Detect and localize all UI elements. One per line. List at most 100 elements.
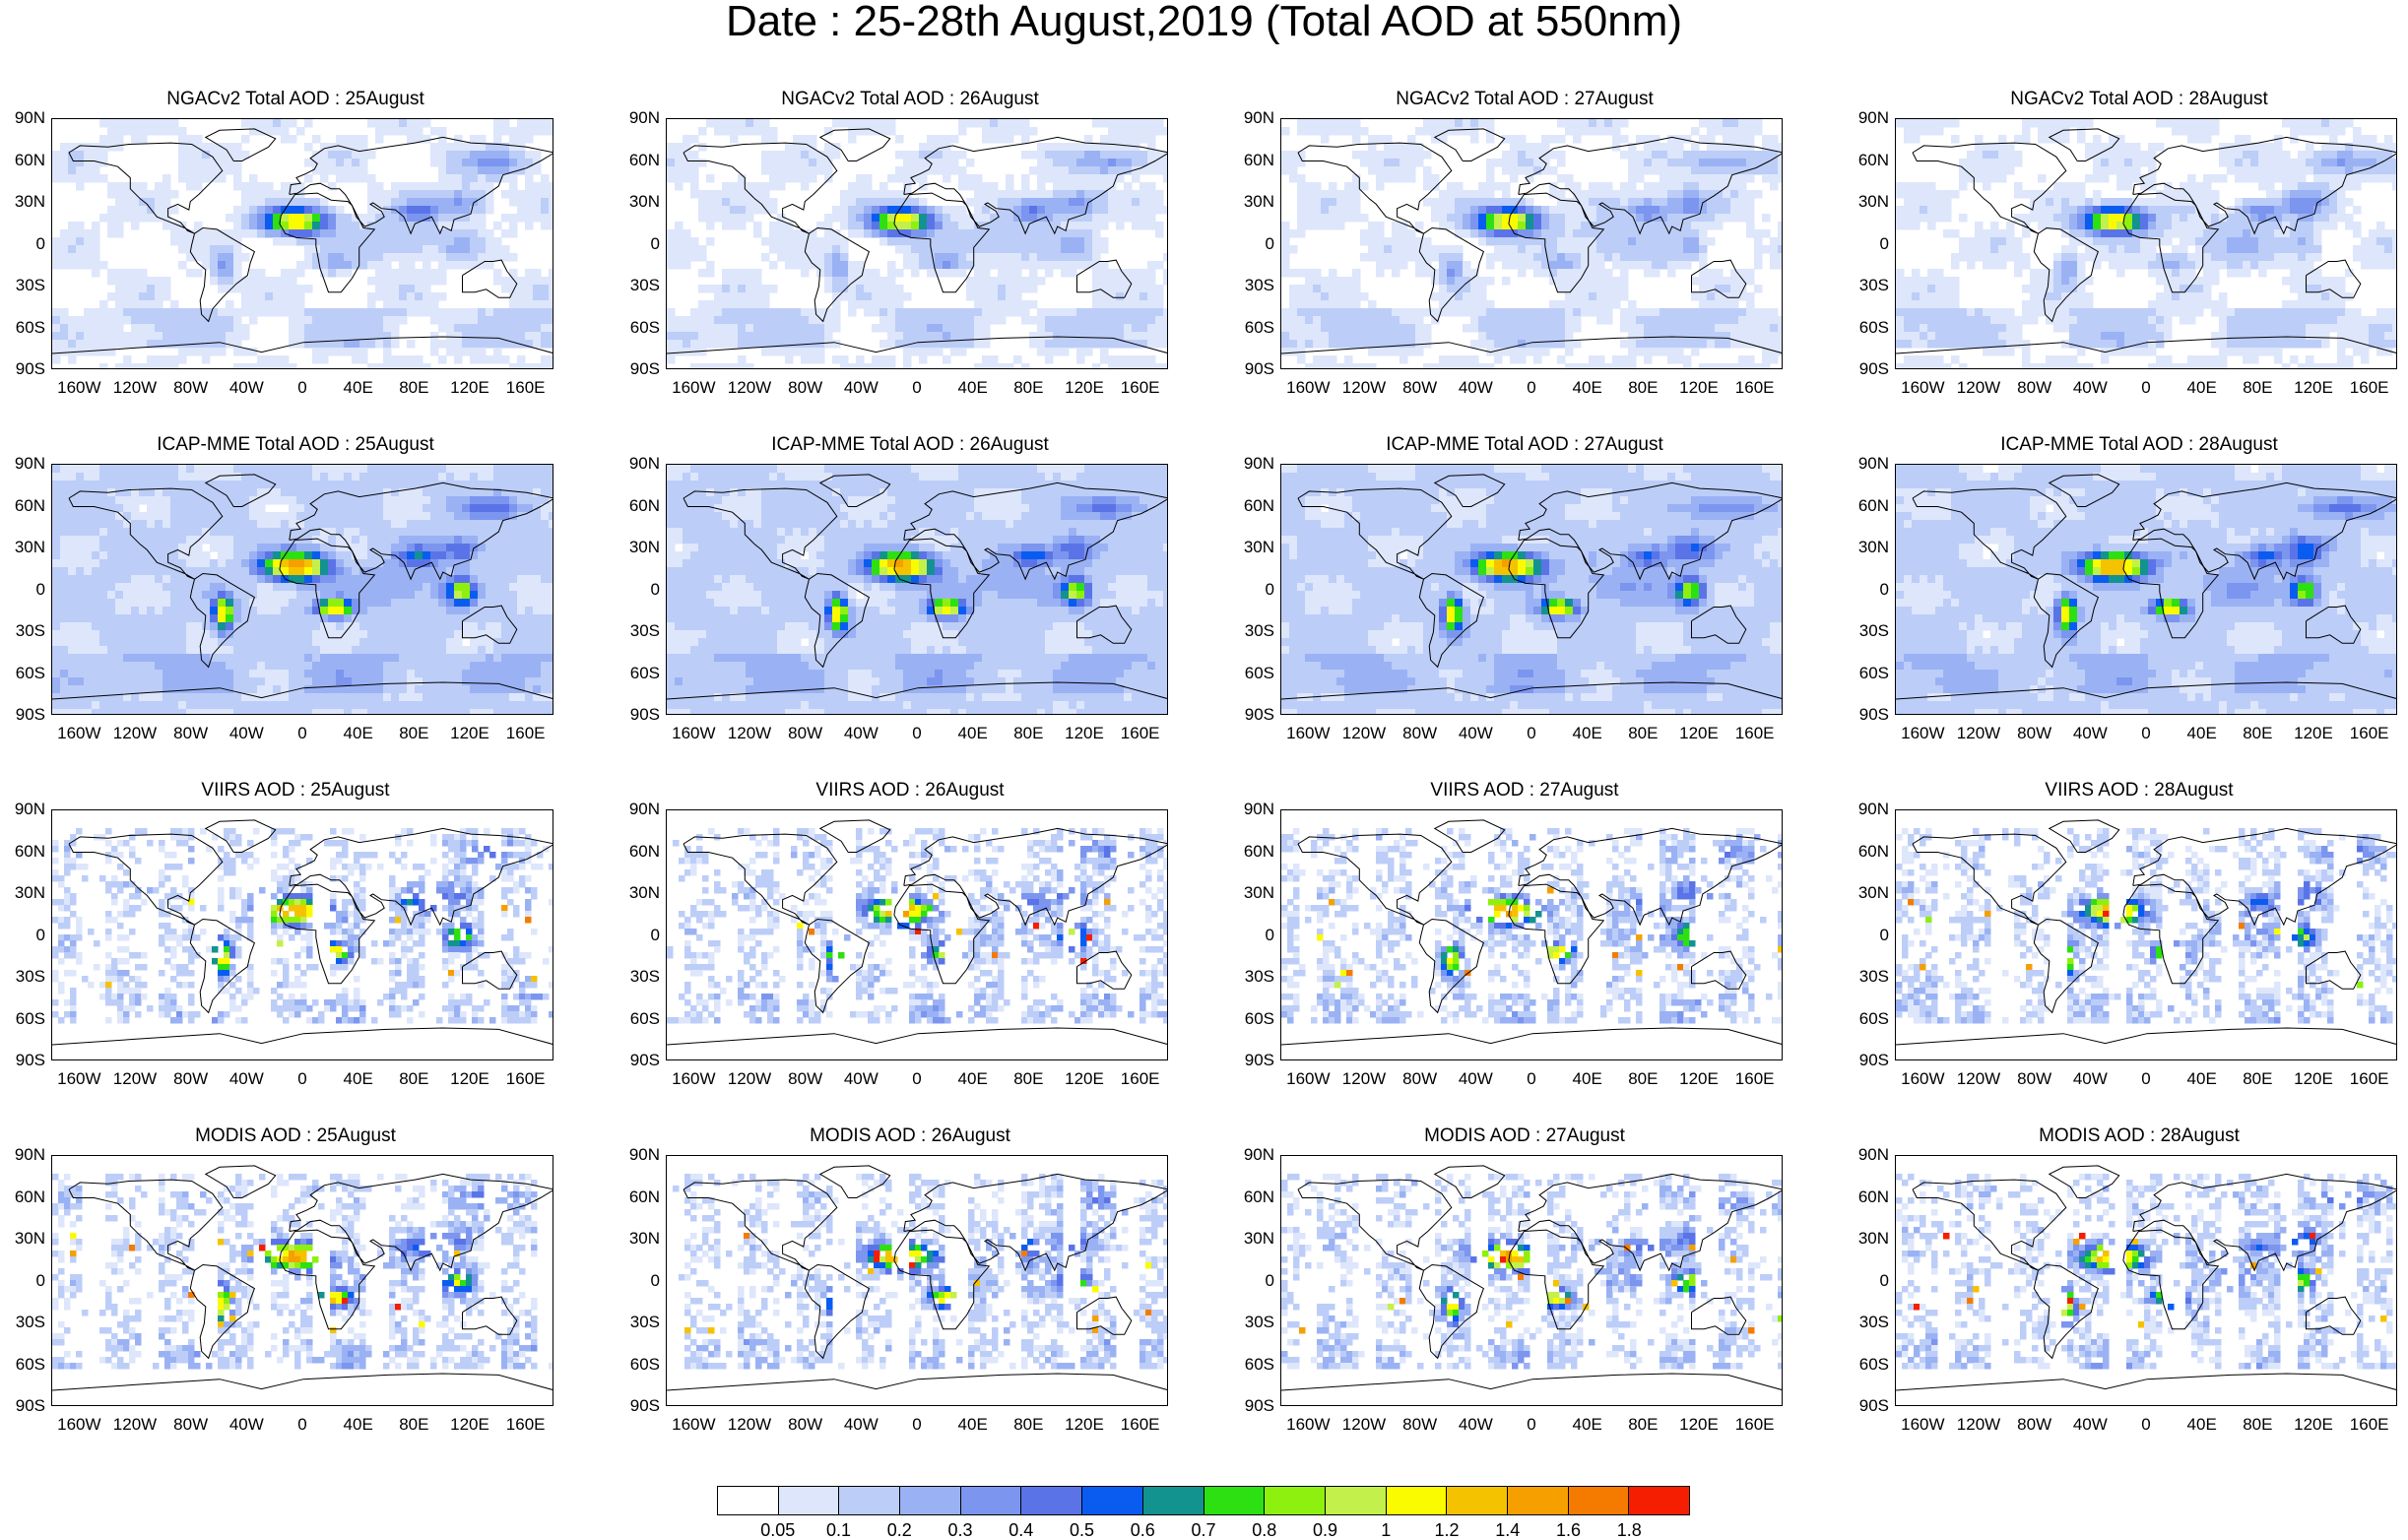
longitude-tick-label: 160W: [1893, 1416, 1952, 1434]
panel-title: VIIRS AOD : 27August: [1229, 780, 1820, 802]
longitude-tick-label: 120E: [1669, 725, 1728, 742]
longitude-tick-label: 80W: [162, 1416, 221, 1434]
latitude-tick-label: 90N: [1844, 1146, 1889, 1164]
aod-map: [51, 1155, 553, 1406]
longitude-tick-label: 160W: [49, 1070, 108, 1088]
longitude-tick-label: 120W: [105, 379, 164, 397]
longitude-tick-label: 40W: [217, 1416, 276, 1434]
longitude-tick-label: 80E: [999, 1070, 1058, 1088]
longitude-tick-label: 120E: [1055, 379, 1114, 397]
latitude-tick-label: 0: [1844, 581, 1889, 599]
latitude-tick-label: 30S: [615, 1314, 660, 1331]
longitude-tick-label: 80E: [384, 725, 443, 742]
latitude-tick-label: 60N: [1229, 843, 1274, 861]
aod-map: [51, 809, 553, 1060]
latitude-tick-label: 60N: [1844, 497, 1889, 515]
longitude-tick-label: 80E: [2228, 725, 2287, 742]
latitude-tick-label: 90S: [1844, 1052, 1889, 1069]
latitude-tick-label: 90S: [615, 1052, 660, 1069]
colorbar-tick-label: 0.5: [1053, 1520, 1112, 1540]
colorbar-tick-label: 0.3: [931, 1520, 990, 1540]
aod-map: [1895, 809, 2397, 1060]
colorbar-swatch: [1143, 1487, 1204, 1514]
longitude-tick-label: 0: [887, 1416, 946, 1434]
aod-field: [1281, 119, 1783, 369]
latitude-tick-label: 60N: [0, 152, 45, 169]
latitude-tick-label: 30N: [1229, 539, 1274, 556]
aod-map: [666, 809, 1168, 1060]
longitude-tick-label: 40W: [831, 1070, 890, 1088]
aod-map: [1895, 464, 2397, 715]
latitude-tick-label: 90N: [0, 1146, 45, 1164]
longitude-tick-label: 40E: [1558, 1416, 1617, 1434]
colorbar-swatch: [1326, 1487, 1387, 1514]
coastline: [2050, 1166, 2119, 1198]
longitude-tick-label: 120E: [1669, 1416, 1728, 1434]
panel-title: VIIRS AOD : 25August: [0, 780, 591, 802]
latitude-tick-label: 60S: [1229, 1356, 1274, 1374]
aod-map: [1895, 118, 2397, 369]
longitude-tick-label: 80E: [384, 1416, 443, 1434]
latitude-tick-label: 60N: [615, 843, 660, 861]
latitude-tick-label: 60N: [1844, 152, 1889, 169]
aod-field: [667, 119, 1168, 369]
aod-map: [51, 118, 553, 369]
longitude-tick-label: 120W: [720, 1416, 779, 1434]
longitude-tick-label: 40E: [329, 379, 388, 397]
colorbar-tick-label: 0.8: [1235, 1520, 1294, 1540]
colorbar-tick-label: 0.9: [1296, 1520, 1355, 1540]
colorbar-swatch: [961, 1487, 1022, 1514]
latitude-tick-label: 90N: [1229, 801, 1274, 818]
colorbar-swatch: [1082, 1487, 1143, 1514]
longitude-tick-label: 40W: [1446, 1416, 1505, 1434]
latitude-tick-label: 30S: [1229, 277, 1274, 294]
latitude-tick-label: 0: [0, 235, 45, 253]
latitude-tick-label: 0: [615, 581, 660, 599]
latitude-tick-label: 30N: [0, 193, 45, 211]
colorbar-tick-label: 0.1: [810, 1520, 869, 1540]
longitude-tick-label: 120E: [440, 1416, 499, 1434]
longitude-tick-label: 40W: [831, 1416, 890, 1434]
longitude-tick-label: 160W: [1893, 725, 1952, 742]
colorbar-swatch: [839, 1487, 900, 1514]
latitude-tick-label: 30S: [1844, 277, 1889, 294]
longitude-tick-label: 120W: [1949, 379, 2008, 397]
panel-title: MODIS AOD : 28August: [1844, 1125, 2408, 1147]
colorbar: [717, 1486, 1690, 1515]
latitude-tick-label: 30N: [1844, 539, 1889, 556]
latitude-tick-label: 60S: [615, 1356, 660, 1374]
colorbar-swatch: [1265, 1487, 1326, 1514]
longitude-tick-label: 80E: [999, 1416, 1058, 1434]
latitude-tick-label: 30S: [615, 622, 660, 640]
longitude-tick-label: 40E: [2173, 1416, 2232, 1434]
colorbar-tick-label: 0.6: [1113, 1520, 1172, 1540]
aod-field: [1896, 119, 2397, 369]
latitude-tick-label: 60N: [0, 1188, 45, 1206]
latitude-tick-label: 30S: [1229, 968, 1274, 986]
longitude-tick-label: 120E: [1669, 1070, 1728, 1088]
coastline: [1281, 1374, 1783, 1390]
latitude-tick-label: 90S: [615, 360, 660, 378]
longitude-tick-label: 160E: [2340, 1416, 2399, 1434]
longitude-tick-label: 80W: [2005, 1070, 2064, 1088]
latitude-tick-label: 60S: [0, 1010, 45, 1028]
longitude-tick-label: 0: [1502, 379, 1561, 397]
latitude-tick-label: 60N: [615, 152, 660, 169]
latitude-tick-label: 90N: [615, 109, 660, 127]
longitude-tick-label: 120W: [105, 1070, 164, 1088]
colorbar-swatch: [900, 1487, 961, 1514]
latitude-tick-label: 90N: [0, 455, 45, 473]
latitude-tick-label: 90S: [615, 1397, 660, 1415]
aod-field: [667, 810, 1168, 1060]
latitude-tick-label: 60N: [615, 497, 660, 515]
latitude-tick-label: 60S: [615, 319, 660, 337]
latitude-tick-label: 30S: [0, 277, 45, 294]
latitude-tick-label: 0: [0, 1272, 45, 1290]
longitude-tick-label: 0: [2116, 1416, 2176, 1434]
latitude-tick-label: 0: [1844, 235, 1889, 253]
longitude-tick-label: 40W: [217, 379, 276, 397]
longitude-tick-label: 40E: [944, 1070, 1003, 1088]
